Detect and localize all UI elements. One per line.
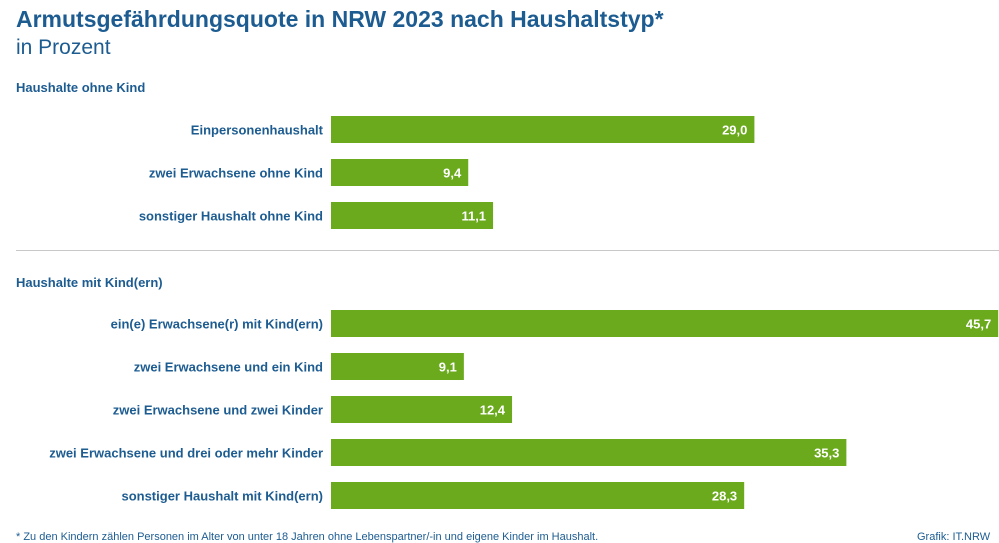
bar	[331, 439, 847, 466]
category-label: zwei Erwachsene und ein Kind	[134, 360, 323, 375]
value-label: 35,3	[814, 446, 839, 461]
value-label: 28,3	[712, 489, 737, 504]
bar	[331, 202, 494, 229]
source-credit: Grafik: IT.NRW	[917, 531, 991, 543]
value-label: 29,0	[722, 123, 747, 138]
category-label: ein(e) Erwachsene(r) mit Kind(ern)	[111, 317, 323, 332]
bar	[331, 310, 999, 337]
bar	[331, 116, 755, 143]
category-label: zwei Erwachsene ohne Kind	[149, 166, 323, 181]
value-label: 9,4	[443, 166, 462, 181]
chart-subtitle: in Prozent	[16, 36, 111, 59]
category-label: zwei Erwachsene und zwei Kinder	[113, 403, 323, 418]
bar	[331, 482, 745, 509]
category-label: zwei Erwachsene und drei oder mehr Kinde…	[49, 446, 323, 461]
value-label: 11,1	[461, 209, 486, 224]
bar	[331, 396, 513, 423]
value-label: 9,1	[439, 360, 457, 375]
value-label: 12,4	[480, 403, 506, 418]
category-label: Einpersonenhaushalt	[191, 123, 324, 138]
category-label: sonstiger Haushalt ohne Kind	[139, 209, 323, 224]
footnote: * Zu den Kindern zählen Personen im Alte…	[16, 531, 599, 543]
value-label: 45,7	[966, 317, 991, 332]
bar	[331, 353, 464, 380]
group-divider	[16, 250, 999, 251]
category-label: sonstiger Haushalt mit Kind(ern)	[121, 489, 323, 504]
group-label-mit-kind: Haushalte mit Kind(ern)	[16, 275, 163, 290]
chart-title: Armutsgefährdungsquote in NRW 2023 nach …	[16, 6, 664, 32]
bar	[331, 159, 469, 186]
group-label-ohne-kind: Haushalte ohne Kind	[16, 80, 146, 95]
